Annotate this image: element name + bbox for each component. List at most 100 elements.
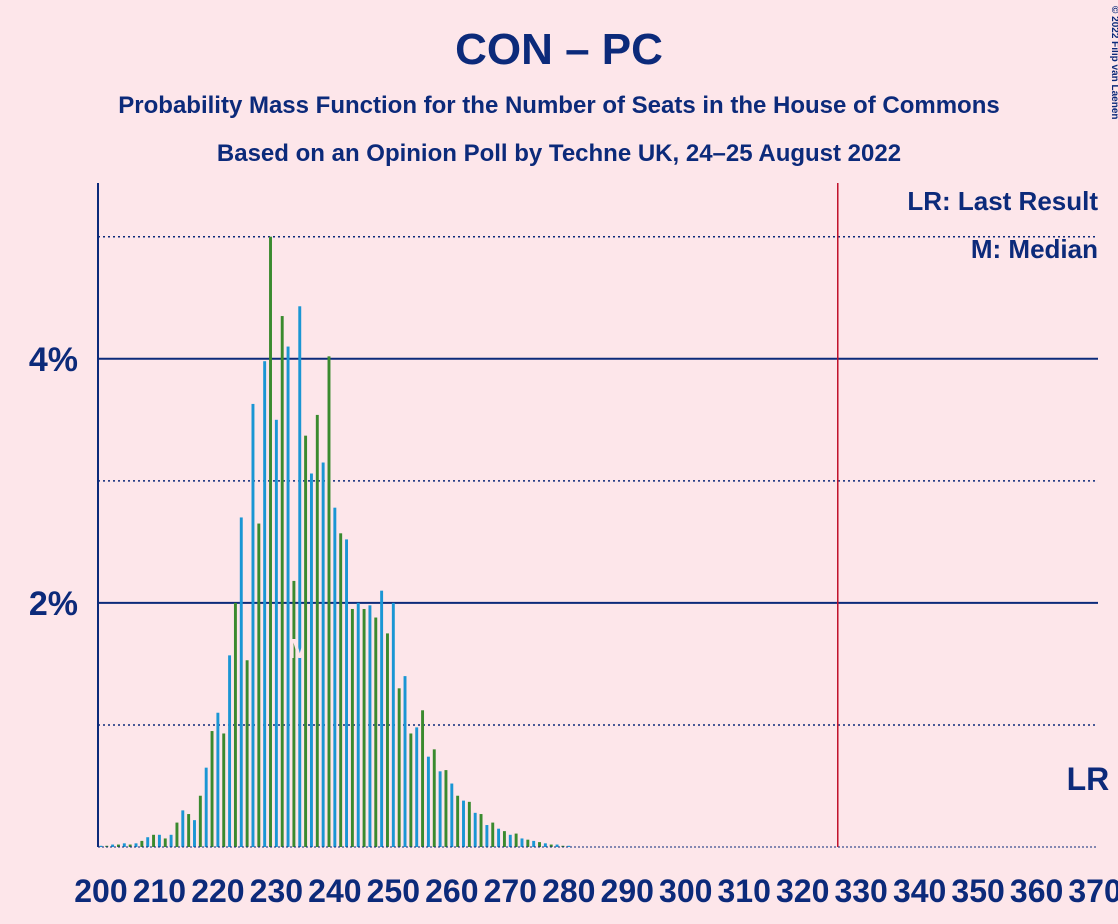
bar <box>269 236 272 848</box>
bar <box>438 771 442 847</box>
bar <box>327 356 331 847</box>
bar <box>567 845 571 847</box>
bar <box>450 783 454 847</box>
bar <box>497 828 501 847</box>
x-tick-label: 210 <box>133 873 186 909</box>
bar <box>391 602 395 847</box>
bar <box>345 539 348 847</box>
bar <box>368 605 372 847</box>
x-tick-label: 350 <box>951 873 1004 909</box>
legend-entry: M: Median <box>971 234 1098 264</box>
bar <box>222 733 226 847</box>
bar <box>157 834 161 847</box>
bar <box>462 800 465 847</box>
x-tick-label: 280 <box>542 873 595 909</box>
bar <box>204 767 208 847</box>
bar <box>152 834 156 847</box>
bar <box>257 523 261 847</box>
bar <box>111 844 115 847</box>
x-tick-label: 230 <box>250 873 303 909</box>
bar <box>169 834 173 847</box>
bar <box>491 822 495 847</box>
bar <box>321 462 325 847</box>
bar <box>526 839 530 847</box>
bar <box>456 795 460 847</box>
bar <box>163 838 167 847</box>
bar <box>549 844 553 847</box>
bar <box>479 814 483 847</box>
bar <box>397 688 401 847</box>
bar <box>532 840 536 847</box>
bar <box>187 814 191 847</box>
bar <box>122 843 126 847</box>
bar <box>280 316 284 847</box>
bar <box>146 837 150 847</box>
bar <box>175 822 179 847</box>
chart-title: CON – PC <box>455 25 663 74</box>
x-tick-label: 330 <box>834 873 887 909</box>
chart-subtitle: Based on an Opinion Poll by Techne UK, 2… <box>217 140 901 167</box>
bar <box>555 844 559 847</box>
bar <box>134 843 138 847</box>
bar <box>216 712 220 847</box>
y-tick-label: 4% <box>29 341 78 379</box>
bar <box>251 403 255 847</box>
bar <box>561 845 565 847</box>
bar <box>444 770 448 847</box>
bar <box>356 602 360 847</box>
x-tick-label: 360 <box>1010 873 1063 909</box>
chart-subtitle: Probability Mass Function for the Number… <box>118 92 999 119</box>
bar <box>415 727 419 847</box>
bar <box>274 419 278 847</box>
bar <box>286 346 290 847</box>
x-tick-label: 220 <box>191 873 244 909</box>
x-tick-label: 260 <box>425 873 478 909</box>
bar <box>380 590 384 847</box>
bar <box>514 833 518 847</box>
bar <box>473 812 477 847</box>
bar <box>543 843 547 847</box>
x-tick-label: 290 <box>601 873 654 909</box>
bar <box>374 617 378 847</box>
x-tick-label: 370 <box>1068 873 1118 909</box>
copyright: © 2022 Filip van Laenen <box>1109 6 1118 120</box>
bar <box>210 731 214 847</box>
x-tick-label: 320 <box>776 873 829 909</box>
bar <box>99 845 103 847</box>
last-result-label: LR <box>1067 761 1110 797</box>
x-tick-label: 310 <box>718 873 771 909</box>
x-tick-label: 340 <box>893 873 946 909</box>
bar <box>362 608 366 847</box>
bar <box>333 507 337 847</box>
bar <box>467 801 471 847</box>
legend-entry: LR: Last Result <box>907 186 1098 216</box>
bar <box>409 733 413 847</box>
bar <box>421 710 425 847</box>
bar <box>140 840 144 847</box>
bar <box>298 306 302 847</box>
bar <box>426 756 430 847</box>
bar <box>502 831 506 847</box>
bar <box>292 580 296 847</box>
bar <box>339 533 343 847</box>
bar <box>117 844 120 847</box>
bar <box>228 655 232 847</box>
x-tick-label: 250 <box>367 873 420 909</box>
x-tick-label: 200 <box>74 873 127 909</box>
bar <box>350 608 354 847</box>
bar <box>193 820 196 847</box>
bar <box>315 414 319 847</box>
bar <box>233 602 237 847</box>
bar <box>403 676 407 847</box>
bar <box>181 810 185 847</box>
bar <box>508 834 512 847</box>
bar <box>239 517 243 847</box>
bar <box>520 838 524 847</box>
bar <box>263 361 267 847</box>
bar <box>245 660 249 847</box>
bar <box>485 825 489 847</box>
y-tick-label: 2% <box>29 585 78 623</box>
bar <box>105 845 109 847</box>
